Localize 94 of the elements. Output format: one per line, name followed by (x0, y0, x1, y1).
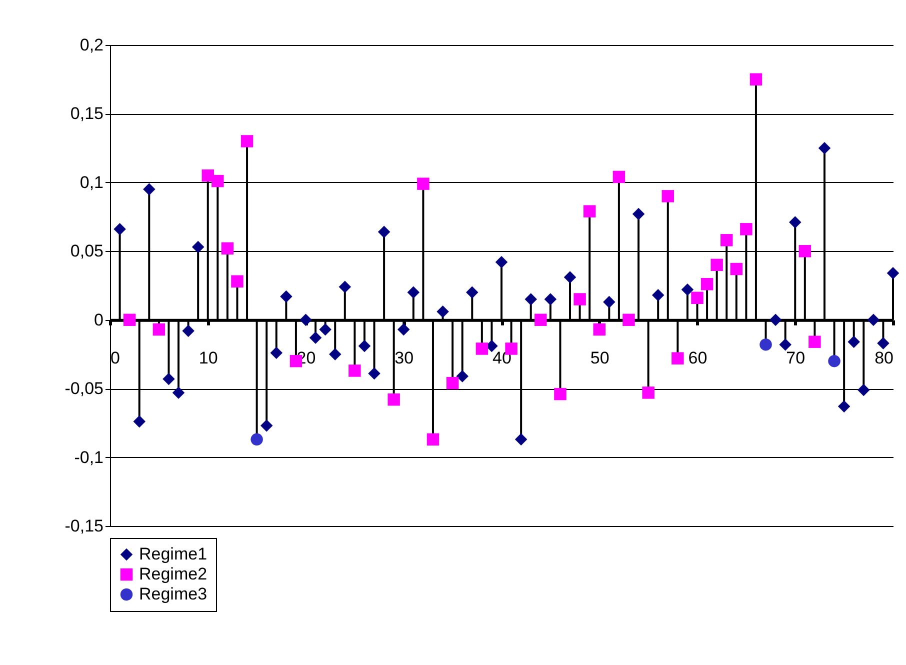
point (250, 433, 263, 446)
point (240, 135, 254, 148)
point (662, 190, 674, 202)
point (328, 348, 342, 360)
point (828, 354, 840, 368)
point (808, 336, 821, 348)
y-tick-label: -0,1 (74, 448, 104, 467)
point (798, 245, 812, 258)
point (436, 305, 449, 318)
y-tick-label: 0,05 (70, 242, 104, 261)
legend-label: Regime2 (139, 564, 208, 584)
point (593, 323, 606, 336)
point (270, 346, 283, 359)
point (476, 342, 488, 355)
point (612, 170, 626, 184)
point (603, 296, 616, 308)
x-tick-label: 30 (394, 348, 414, 368)
point (182, 324, 194, 337)
point (398, 323, 410, 336)
x-tick-label: 0 (110, 348, 120, 368)
point (456, 370, 468, 382)
x-tick-label: 10 (198, 348, 218, 368)
point (319, 323, 332, 336)
point (348, 364, 361, 377)
point (534, 314, 547, 326)
point (358, 340, 371, 352)
legend-label: Regime3 (139, 584, 208, 604)
point (466, 286, 478, 298)
point (368, 367, 380, 380)
point (789, 216, 802, 228)
point (858, 384, 870, 396)
point (710, 258, 723, 272)
point (574, 293, 586, 306)
point (212, 174, 224, 188)
point (495, 256, 508, 268)
point (652, 288, 664, 302)
point (192, 240, 204, 254)
point (309, 332, 322, 344)
point (632, 208, 645, 220)
point (280, 290, 292, 303)
point (818, 142, 831, 154)
x-tick-label: 60 (688, 348, 708, 368)
point (524, 293, 537, 306)
point (730, 262, 743, 276)
legend-label: Regime1 (139, 544, 208, 564)
point (672, 352, 684, 364)
point (231, 275, 244, 288)
x-tick-label: 70 (786, 348, 806, 368)
y-tick-label: 0,15 (70, 104, 104, 124)
y-tick-label: -0,15 (64, 516, 104, 536)
point (877, 337, 890, 350)
point (417, 178, 430, 190)
point (143, 183, 156, 196)
point (848, 336, 860, 348)
point (514, 433, 528, 446)
point (642, 386, 654, 399)
point (700, 278, 714, 290)
point (838, 400, 850, 413)
point (172, 386, 185, 399)
point (769, 314, 782, 326)
point (426, 433, 440, 446)
point (133, 415, 146, 428)
x-tick-label: 50 (590, 348, 610, 368)
point (886, 267, 900, 280)
point (114, 223, 126, 236)
point (378, 226, 390, 238)
point (123, 314, 136, 326)
point (622, 314, 635, 326)
point (407, 286, 420, 298)
point (564, 271, 576, 284)
y-tick-label: 0 (94, 310, 104, 330)
point (720, 234, 733, 246)
point (691, 292, 704, 304)
point (446, 376, 459, 390)
point (750, 73, 762, 86)
point (388, 393, 400, 406)
point (554, 388, 566, 400)
point (583, 205, 596, 218)
point (300, 314, 312, 326)
point (152, 323, 166, 336)
point (544, 293, 557, 306)
x-tick-label: 80 (874, 348, 894, 368)
point (779, 338, 792, 351)
point (740, 223, 752, 236)
point (681, 284, 694, 296)
point (162, 372, 175, 386)
point (260, 420, 273, 432)
point (760, 338, 772, 351)
y-tick-label: 0,1 (80, 172, 104, 192)
point (338, 280, 352, 293)
y-tick-label: 0,2 (80, 36, 104, 54)
point (221, 242, 234, 255)
y-tick-label: -0,05 (64, 379, 104, 398)
point (867, 314, 880, 326)
